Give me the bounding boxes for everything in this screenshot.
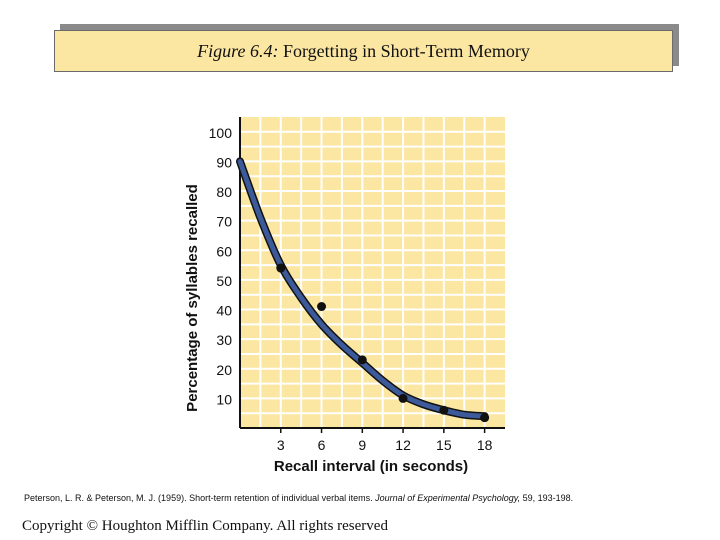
figure-title: Forgetting in Short-Term Memory (282, 40, 530, 61)
data-point (276, 263, 286, 273)
forgetting-chart: 10 20 30 40 50 60 70 80 90 100 3 6 9 12 15 18 Percenta… (170, 95, 535, 485)
title-banner: Figure 6.4: Forgetting in Short-Term Mem… (54, 30, 673, 72)
y-tick-label: 80 (216, 184, 232, 200)
x-tick-labels: 3 6 9 12 15 18 (277, 437, 493, 453)
data-points (276, 263, 490, 423)
citation: Peterson, L. R. & Peterson, M. J. (1959)… (24, 493, 573, 503)
y-tick-label: 60 (216, 243, 232, 259)
data-point (398, 393, 408, 403)
y-tick-label: 100 (209, 125, 233, 141)
y-tick-label: 50 (216, 273, 232, 289)
x-tick-label: 18 (477, 437, 493, 453)
data-point (317, 302, 327, 312)
chart-container: 10 20 30 40 50 60 70 80 90 100 3 6 9 12 15 18 Percenta… (170, 95, 535, 485)
x-tick-label: 6 (318, 437, 326, 453)
copyright-notice: Copyright © Houghton Mifflin Company. Al… (22, 518, 388, 534)
x-tick-label: 12 (395, 437, 411, 453)
y-tick-label: 10 (216, 391, 232, 407)
y-tick-labels: 10 20 30 40 50 60 70 80 90 100 (209, 125, 233, 408)
y-tick-label: 20 (216, 362, 232, 378)
plot-background (240, 117, 505, 428)
citation-authors: Peterson, L. R. & Peterson, M. J. (1959)… (24, 493, 373, 503)
data-point (439, 405, 449, 415)
y-tick-label: 70 (216, 214, 232, 230)
grid-lines (240, 117, 505, 428)
x-tick-label: 15 (436, 437, 452, 453)
figure-label: Figure 6.4: (197, 40, 279, 61)
y-tick-label: 90 (216, 154, 232, 170)
x-tick-label: 3 (277, 437, 285, 453)
y-axis-label: Percentage of syllables recalled (184, 184, 201, 412)
x-tick-label: 9 (358, 437, 366, 453)
x-axis-label: Recall interval (in seconds) (274, 458, 468, 475)
data-point (480, 413, 490, 423)
y-tick-label: 40 (216, 303, 232, 319)
citation-journal: Journal of Experimental Psychology, (375, 493, 521, 503)
citation-volume-pages: 59, 193-198. (522, 493, 574, 503)
y-tick-label: 30 (216, 332, 232, 348)
data-point (357, 355, 367, 365)
